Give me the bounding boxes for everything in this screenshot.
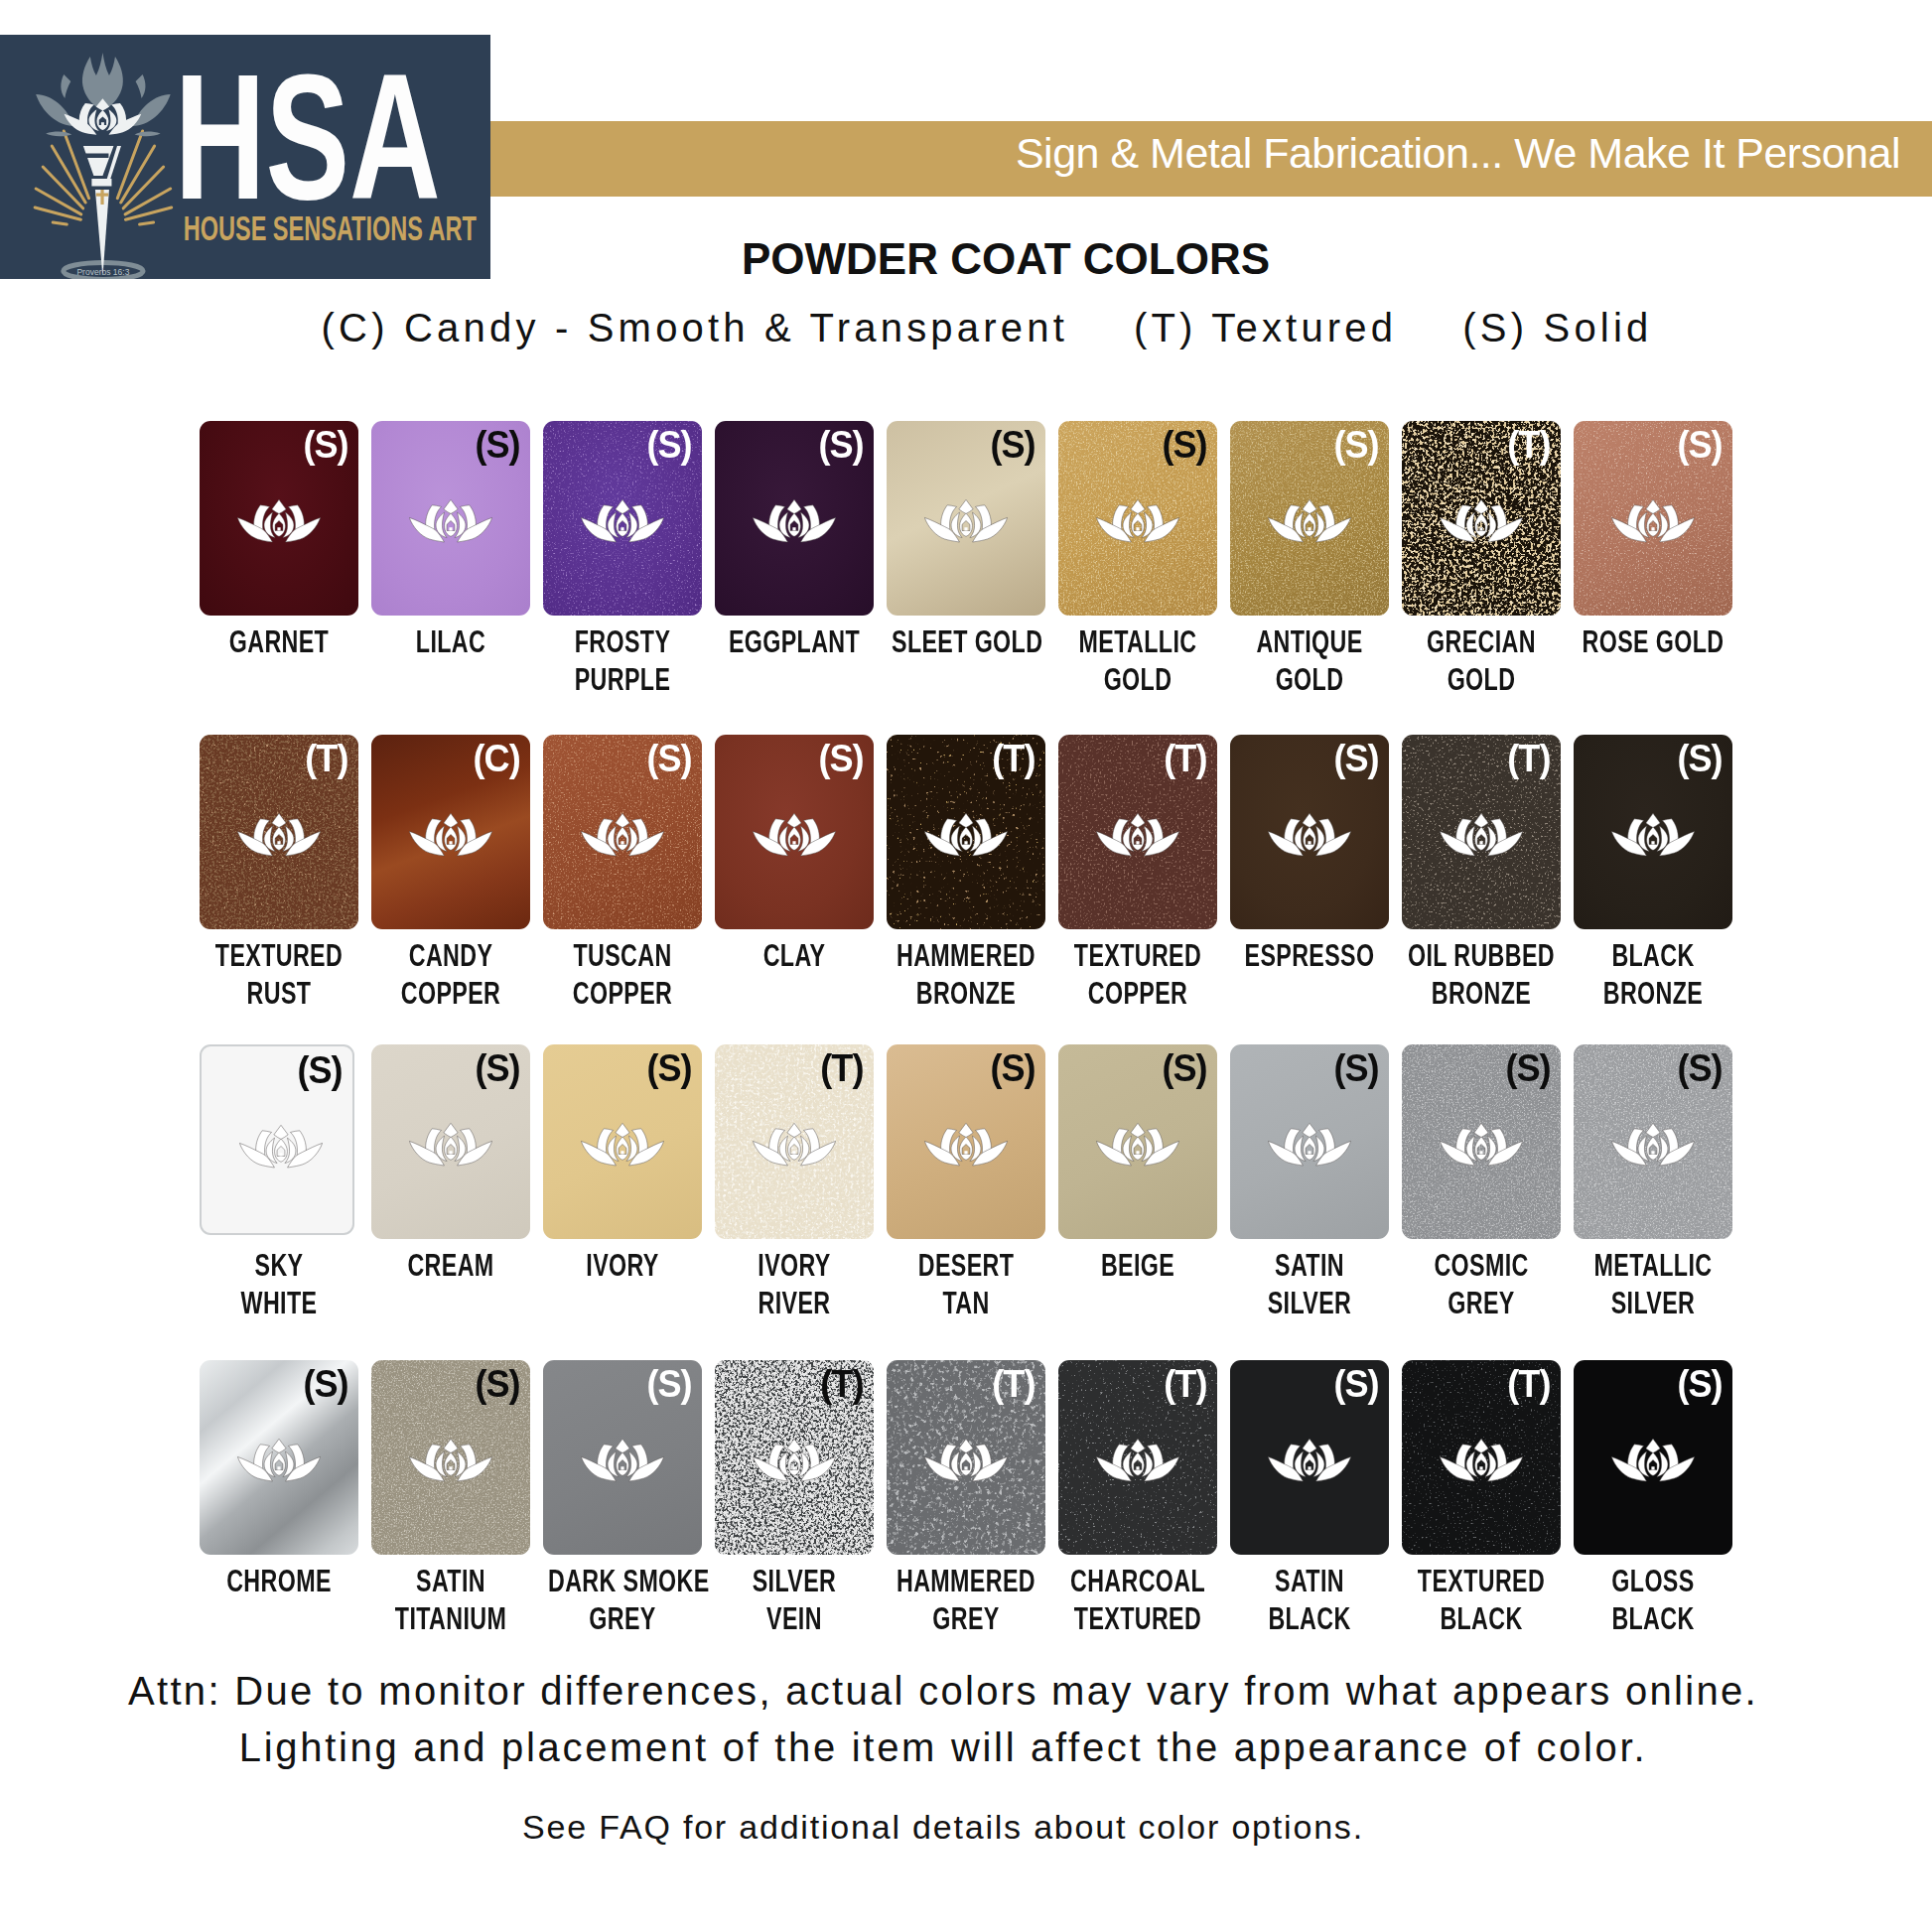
svg-text:HSA: HSA xyxy=(175,37,441,236)
